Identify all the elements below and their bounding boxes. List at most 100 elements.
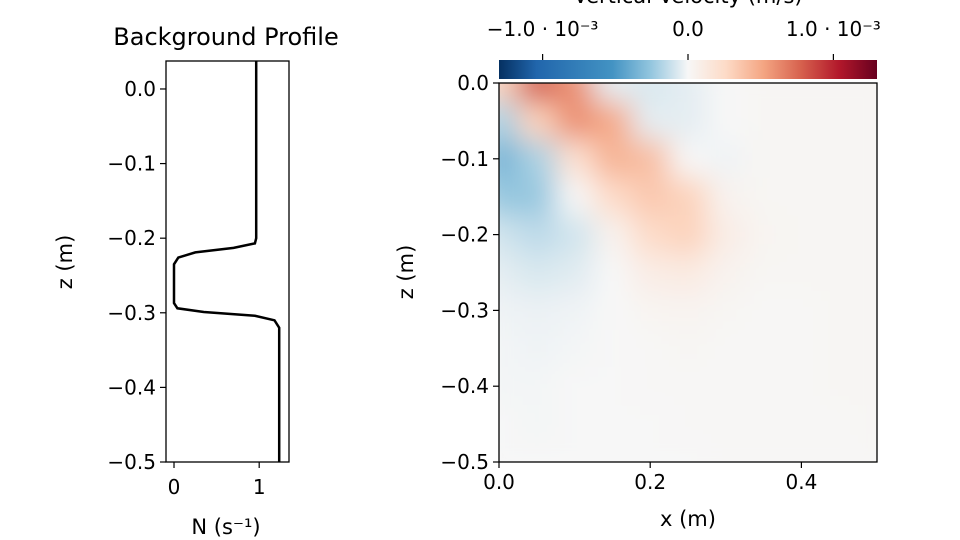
heatmap-cell xyxy=(706,177,746,217)
profile-panel: Background Profile 0.0 −0.1 −0.2 −0.3 −0.4 −0… xyxy=(53,23,339,539)
profile-line xyxy=(172,61,281,462)
heatmap-cell xyxy=(517,139,557,179)
heatmap-cell xyxy=(669,405,708,445)
heatmap-cell xyxy=(706,101,746,141)
heatmap-cell xyxy=(782,83,822,103)
heatmap-cell xyxy=(858,101,877,141)
heatmap-cell xyxy=(631,83,671,103)
heatmap-cell xyxy=(499,139,519,179)
heatmap-cell xyxy=(593,215,633,255)
heatmap-cell xyxy=(555,405,595,445)
velocity-panel: Vertical Velocity (m/s) −1.0 · 10⁻³ 0.0 1.… xyxy=(394,0,881,531)
heatmap-cell xyxy=(858,291,877,331)
heatmap-cell xyxy=(782,367,822,407)
heatmap-cell xyxy=(517,101,557,141)
heatmap-cell xyxy=(669,443,708,462)
colorbar-tick-label: 1.0 · 10⁻³ xyxy=(786,17,881,41)
heatmap-ylabel: z (m) xyxy=(394,245,418,300)
heatmap-cell xyxy=(555,253,595,293)
heatmap-cell xyxy=(858,253,877,293)
heatmap-cell xyxy=(631,405,671,445)
heatmap-cell xyxy=(517,83,557,103)
profile-ytick-label: −0.5 xyxy=(107,450,156,474)
profile-ytick-label: 0.0 xyxy=(124,77,156,101)
heatmap-cell xyxy=(706,405,746,445)
profile-ytick-label: −0.3 xyxy=(107,301,156,325)
heatmap-cell xyxy=(820,367,860,407)
heatmap-cell xyxy=(782,139,822,179)
heatmap-cell xyxy=(706,215,746,255)
colorbar-ticks: −1.0 · 10⁻³ 0.0 1.0 · 10⁻³ xyxy=(487,17,881,60)
heatmap-cell xyxy=(555,329,595,369)
heatmap-cell xyxy=(744,329,784,369)
heatmap-cell xyxy=(631,329,671,369)
heatmap-cell xyxy=(858,215,877,255)
heatmap-cell xyxy=(593,367,633,407)
heatmap-cell xyxy=(858,177,877,217)
profile-ytick-label: −0.1 xyxy=(107,152,156,176)
heatmap-cell xyxy=(744,443,784,462)
heatmap-cell xyxy=(744,83,784,103)
heatmap-xtick-label: 0.0 xyxy=(483,470,515,494)
heatmap-cell xyxy=(631,139,671,179)
heatmap-ytick-label: −0.3 xyxy=(440,298,489,322)
heatmap-cell xyxy=(499,83,519,103)
heatmap-ytick-label: 0.0 xyxy=(457,71,489,95)
heatmap-cell xyxy=(555,139,595,179)
heatmap-cell xyxy=(517,291,557,331)
heatmap-cell xyxy=(744,367,784,407)
heatmap-cell xyxy=(669,367,708,407)
colorbar xyxy=(499,60,877,79)
heatmap-cell xyxy=(517,329,557,369)
heatmap-cell xyxy=(669,253,708,293)
heatmap-cell xyxy=(555,83,595,103)
heatmap-cell xyxy=(744,253,784,293)
heatmap-cell xyxy=(555,443,595,462)
heatmap-cell xyxy=(782,177,822,217)
heatmap-cell xyxy=(820,215,860,255)
heatmap-cell xyxy=(669,329,708,369)
heatmap-cell xyxy=(593,83,633,103)
heatmap-cell xyxy=(858,83,877,103)
heatmap-cell xyxy=(593,291,633,331)
heatmap-ytick-label: −0.5 xyxy=(440,450,489,474)
heatmap-cell xyxy=(820,291,860,331)
heatmap-cell xyxy=(820,101,860,141)
heatmap-cell xyxy=(669,83,708,103)
heatmap-cell xyxy=(593,139,633,179)
heatmap-cell xyxy=(782,215,822,255)
profile-ytick-label: −0.4 xyxy=(107,375,156,399)
heatmap-ytick-label: −0.1 xyxy=(440,147,489,171)
heatmap-cell xyxy=(593,443,633,462)
heatmap-cell xyxy=(555,215,595,255)
heatmap-cell xyxy=(820,405,860,445)
heatmap-cell xyxy=(820,139,860,179)
heatmap-cell xyxy=(631,443,671,462)
heatmap-xtick-label: 0.2 xyxy=(634,470,666,494)
profile-ytick-label: −0.2 xyxy=(107,226,156,250)
heatmap-cell xyxy=(820,443,860,462)
heatmap-cell xyxy=(706,291,746,331)
profile-ylabel: z (m) xyxy=(53,235,77,290)
heatmap-cell xyxy=(593,177,633,217)
heatmap-cell xyxy=(706,83,746,103)
heatmap-cell xyxy=(744,139,784,179)
heatmap-axes-frame xyxy=(498,82,878,463)
heatmap-cell xyxy=(517,177,557,217)
colorbar-tick-label: −1.0 · 10⁻³ xyxy=(487,17,599,41)
heatmap xyxy=(499,83,877,462)
profile-xtick-label: 1 xyxy=(253,475,266,499)
heatmap-cell xyxy=(706,139,746,179)
heatmap-cell xyxy=(782,253,822,293)
heatmap-cell xyxy=(499,215,519,255)
profile-title: Background Profile xyxy=(113,23,338,51)
heatmap-cell xyxy=(744,291,784,331)
heatmap-cell xyxy=(631,253,671,293)
heatmap-cell xyxy=(555,367,595,407)
heatmap-cell xyxy=(593,101,633,141)
profile-xlabel: N (s⁻¹) xyxy=(191,515,260,539)
heatmap-cell xyxy=(858,405,877,445)
colorbar-tick-label: 0.0 xyxy=(672,17,704,41)
heatmap-cell xyxy=(517,367,557,407)
